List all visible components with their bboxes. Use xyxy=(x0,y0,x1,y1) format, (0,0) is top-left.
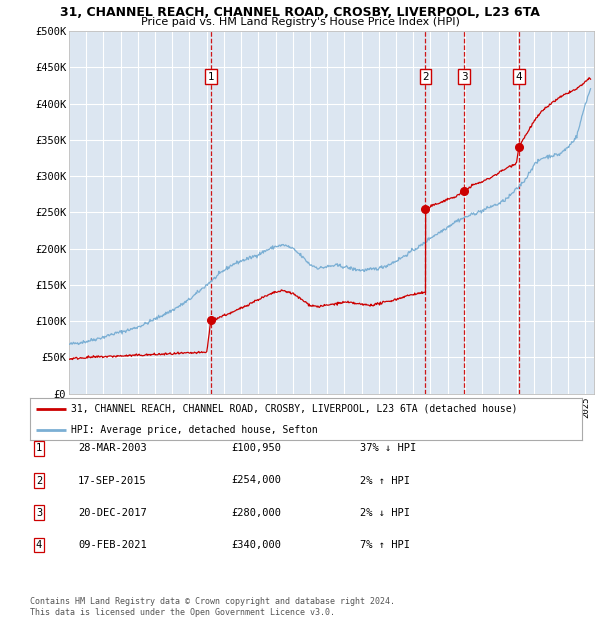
Text: 2: 2 xyxy=(422,72,429,82)
Text: 1: 1 xyxy=(36,443,42,453)
Text: 17-SEP-2015: 17-SEP-2015 xyxy=(78,476,147,485)
Text: 2: 2 xyxy=(36,476,42,485)
Text: 2% ↑ HPI: 2% ↑ HPI xyxy=(360,476,410,485)
Text: £100,950: £100,950 xyxy=(231,443,281,453)
Text: 37% ↓ HPI: 37% ↓ HPI xyxy=(360,443,416,453)
Text: HPI: Average price, detached house, Sefton: HPI: Average price, detached house, Seft… xyxy=(71,425,318,435)
Text: 7% ↑ HPI: 7% ↑ HPI xyxy=(360,540,410,550)
Text: 3: 3 xyxy=(461,72,467,82)
Text: 31, CHANNEL REACH, CHANNEL ROAD, CROSBY, LIVERPOOL, L23 6TA (detached house): 31, CHANNEL REACH, CHANNEL ROAD, CROSBY,… xyxy=(71,404,518,414)
Text: 31, CHANNEL REACH, CHANNEL ROAD, CROSBY, LIVERPOOL, L23 6TA: 31, CHANNEL REACH, CHANNEL ROAD, CROSBY,… xyxy=(60,6,540,19)
Text: £340,000: £340,000 xyxy=(231,540,281,550)
Text: 4: 4 xyxy=(515,72,522,82)
Text: 20-DEC-2017: 20-DEC-2017 xyxy=(78,508,147,518)
Text: 2% ↓ HPI: 2% ↓ HPI xyxy=(360,508,410,518)
Text: Price paid vs. HM Land Registry's House Price Index (HPI): Price paid vs. HM Land Registry's House … xyxy=(140,17,460,27)
Text: 28-MAR-2003: 28-MAR-2003 xyxy=(78,443,147,453)
Text: 4: 4 xyxy=(36,540,42,550)
Text: £280,000: £280,000 xyxy=(231,508,281,518)
Text: 09-FEB-2021: 09-FEB-2021 xyxy=(78,540,147,550)
Text: 1: 1 xyxy=(208,72,214,82)
Text: 3: 3 xyxy=(36,508,42,518)
Text: Contains HM Land Registry data © Crown copyright and database right 2024.
This d: Contains HM Land Registry data © Crown c… xyxy=(30,598,395,617)
Text: £254,000: £254,000 xyxy=(231,476,281,485)
